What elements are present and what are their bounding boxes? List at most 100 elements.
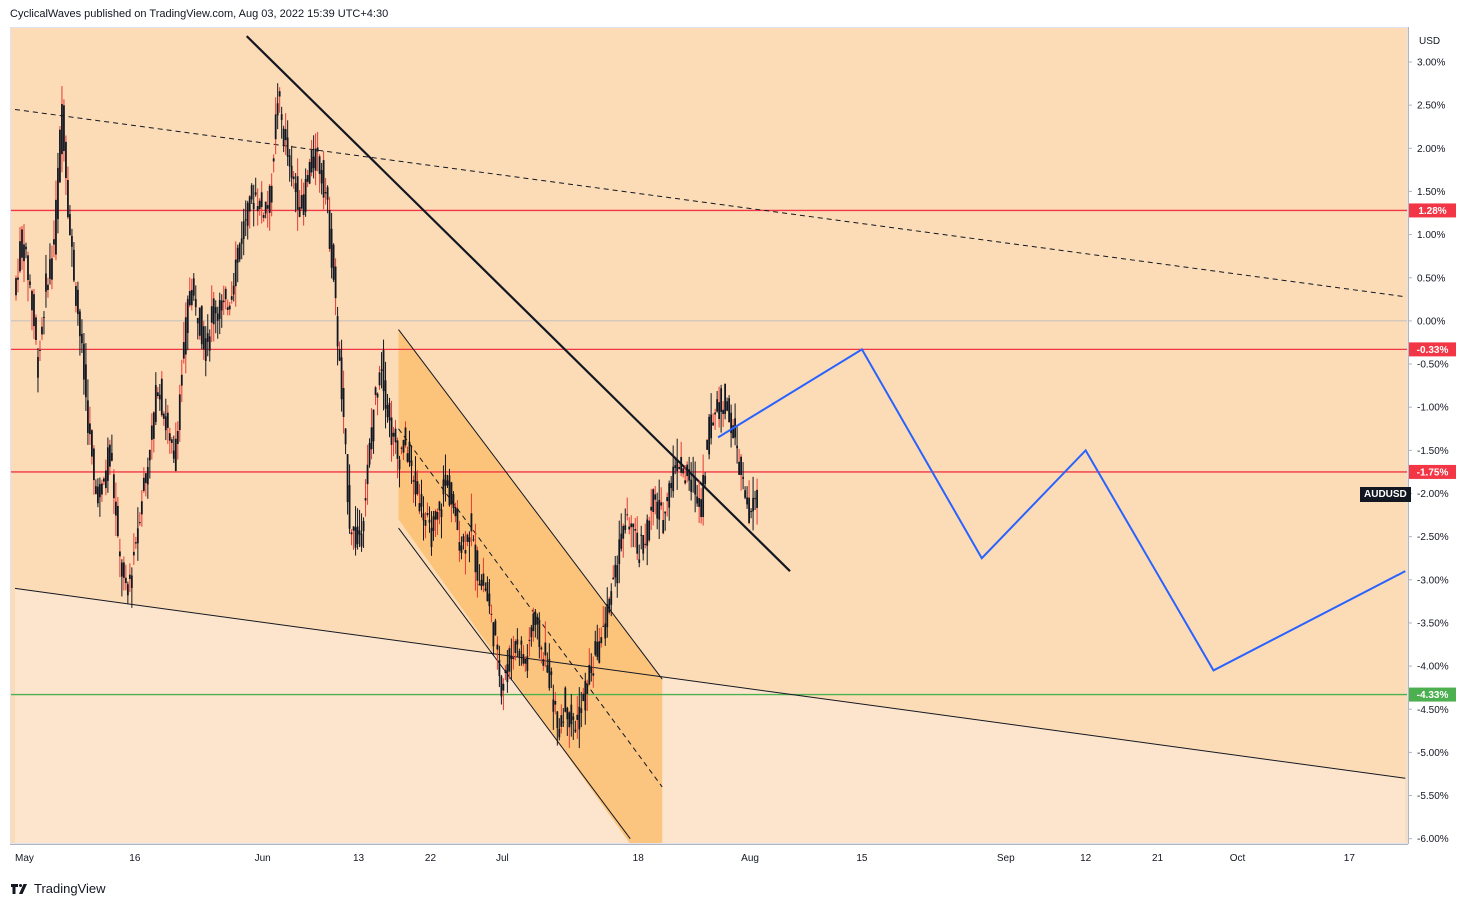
candle-body — [494, 620, 497, 636]
candle-body — [344, 428, 347, 445]
candle-body — [27, 255, 29, 281]
candle-body — [234, 259, 237, 287]
candle-body — [292, 176, 295, 180]
candle-body — [310, 149, 313, 173]
candle-body — [638, 559, 641, 563]
candle-body — [71, 236, 73, 247]
x-tick-label: Aug — [741, 853, 759, 864]
candle-body — [502, 683, 505, 691]
candle-body — [448, 475, 451, 506]
candle-body — [618, 539, 621, 565]
candle-body — [346, 454, 349, 503]
candle-body — [142, 477, 145, 491]
candle-body — [73, 249, 75, 281]
candle-body — [696, 496, 699, 504]
candle-body — [288, 155, 291, 167]
candle-body — [482, 573, 485, 586]
candle-body — [278, 91, 281, 97]
candle-body — [548, 658, 551, 689]
x-tick-label: 12 — [1080, 853, 1092, 864]
candle-body — [468, 537, 471, 543]
candle-body — [664, 511, 667, 514]
candle-body — [156, 392, 159, 397]
candle-body — [228, 305, 231, 310]
candle-body — [51, 258, 53, 280]
candle-body — [736, 445, 738, 449]
candle-body — [252, 202, 255, 209]
candle-body — [176, 430, 179, 444]
candle-body — [622, 525, 625, 539]
candle-body — [220, 300, 223, 311]
candle-body — [528, 639, 531, 641]
candle-body — [69, 214, 71, 236]
candle-body — [154, 385, 157, 422]
candle-body — [378, 372, 381, 386]
candle-body — [516, 639, 519, 645]
candle-body — [750, 511, 752, 513]
candle-body — [698, 498, 701, 507]
x-tick-label: Oct — [1230, 853, 1246, 864]
candle-body — [212, 298, 215, 325]
candle-body — [488, 593, 491, 607]
candle-body — [424, 520, 427, 526]
candle-body — [294, 183, 297, 193]
candle-body — [168, 433, 171, 441]
candle-body — [302, 194, 305, 216]
candle-body — [238, 243, 241, 260]
candle-body — [518, 651, 521, 657]
candle-body — [132, 551, 135, 556]
candle-body — [144, 473, 147, 484]
candle-body — [330, 228, 333, 268]
candle-body — [106, 447, 109, 481]
candle-body — [726, 401, 729, 411]
x-tick-label: 15 — [856, 853, 868, 864]
candle-body — [296, 176, 299, 210]
candle-body — [280, 114, 283, 120]
candle-body — [390, 417, 393, 445]
candle-body — [724, 383, 727, 414]
candle-body — [372, 409, 375, 442]
candle-body — [418, 503, 421, 512]
candle-body — [39, 349, 41, 351]
candle-body — [678, 467, 681, 469]
candle-body — [31, 290, 33, 311]
time-axis[interactable]: May 16 Jun 13 22 Jul 18 Aug 15 Sep 12 21 Oct 17 — [10, 844, 1408, 870]
candle-body — [708, 416, 711, 455]
candle-body — [182, 342, 185, 359]
footer: TradingView — [10, 881, 106, 896]
candle-body — [350, 532, 353, 535]
candle-body — [49, 259, 51, 279]
candle-body — [598, 641, 601, 663]
candle-body — [702, 474, 705, 518]
candle-body — [402, 439, 405, 453]
price-axis[interactable]: USD 3.00% 2.50% 2.00% 1.50% 1.00% 0.50% 0.00% -… — [1408, 27, 1468, 844]
candle-body — [242, 221, 245, 239]
candle-body — [204, 338, 207, 362]
y-tick-label: 0.50% — [1417, 273, 1445, 284]
candle-body — [688, 469, 691, 481]
candle-body — [196, 318, 199, 324]
candle-body — [160, 378, 163, 416]
candle-body — [268, 185, 271, 213]
candle-body — [59, 129, 61, 183]
candle-body — [444, 474, 447, 486]
candle-body — [716, 399, 719, 412]
candle-body — [504, 670, 507, 674]
candle-body — [710, 414, 713, 439]
candle-body — [216, 313, 219, 321]
candle-body — [130, 575, 133, 588]
candle-body — [626, 514, 629, 516]
candle-body — [304, 179, 307, 212]
candle-body — [570, 704, 573, 725]
candle-body — [450, 482, 453, 505]
candle-body — [752, 497, 754, 512]
candle-body — [152, 412, 155, 439]
candle-body — [554, 700, 557, 705]
chart-plot-area[interactable] — [10, 27, 1408, 844]
candle-body — [574, 729, 577, 732]
candle-body — [388, 402, 391, 421]
candle-body — [17, 277, 19, 280]
candle-body — [656, 501, 659, 519]
candle-body — [436, 512, 439, 520]
candle-body — [732, 425, 735, 439]
